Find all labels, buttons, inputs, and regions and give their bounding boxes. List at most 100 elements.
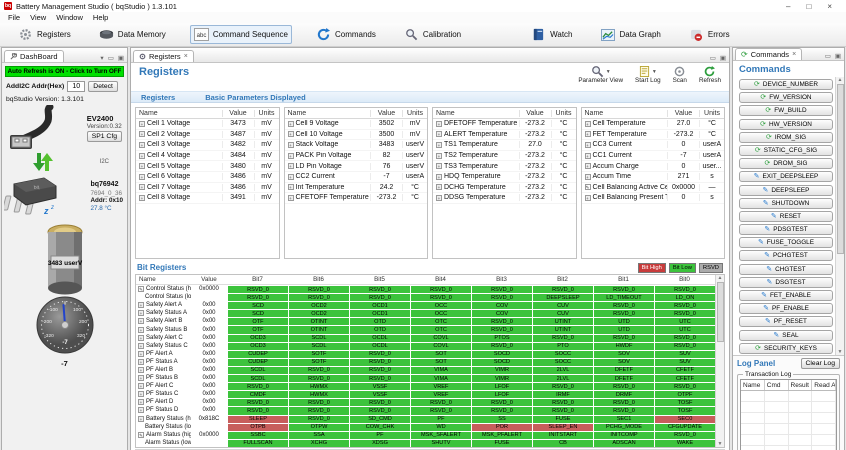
- edit-icon[interactable]: ✎: [584, 184, 591, 191]
- expand-icon[interactable]: +: [584, 163, 591, 170]
- close-button[interactable]: ×: [827, 1, 832, 11]
- register-row[interactable]: + Cell Temperature 27.0 °C: [581, 119, 724, 130]
- menu-file[interactable]: File: [8, 13, 21, 22]
- expand-icon[interactable]: +: [436, 131, 442, 138]
- register-row[interactable]: + Accum Time 271 s: [581, 172, 724, 183]
- expand-icon[interactable]: +: [436, 194, 442, 201]
- expand-icon[interactable]: +: [139, 131, 145, 138]
- toolbar-calibration[interactable]: Calibration: [400, 25, 465, 44]
- bit-register-row[interactable]: + Safety Status B 0x00 OTF OTINT OTD OTC RSVD_0…: [136, 325, 715, 334]
- expand-icon[interactable]: +: [584, 131, 591, 138]
- command-security_keys[interactable]: ⟳ SECURITY_KEYS: [739, 342, 833, 354]
- maximize-panel-icon[interactable]: ▣: [719, 55, 726, 62]
- expand-icon[interactable]: +: [138, 310, 144, 317]
- sp1-cfg-button[interactable]: SP1 Cfg: [86, 131, 122, 142]
- command-chgtest[interactable]: ✎ CHGTEST: [739, 263, 833, 275]
- expand-icon[interactable]: +: [139, 194, 145, 201]
- maximize-panel-icon[interactable]: ▣: [117, 55, 124, 62]
- expand-icon[interactable]: +: [584, 194, 591, 201]
- minimize-button[interactable]: –: [786, 1, 791, 11]
- register-row[interactable]: + LD Pin Voltage 76 userV: [284, 161, 427, 172]
- register-row[interactable]: ✎Cell Balancing Active Cells0x0000—: [581, 183, 724, 194]
- bit-register-row[interactable]: Alarm Status (low) FULLSCAN XCHG XDSG SHUTV F…: [136, 438, 715, 447]
- expand-icon[interactable]: +: [138, 407, 144, 414]
- minimize-panel-icon[interactable]: ▭: [709, 55, 716, 62]
- command-hw_version[interactable]: ⟳ HW_VERSION: [739, 118, 833, 130]
- register-row[interactable]: + TS1 Temperature 27.0 °C: [433, 140, 576, 151]
- expand-icon[interactable]: +: [287, 184, 294, 191]
- command-exit_deepsleep[interactable]: ✎ EXIT_DEEPSLEEP: [739, 171, 833, 183]
- expand-icon[interactable]: +: [138, 334, 144, 341]
- maximize-panel-icon[interactable]: ▣: [834, 53, 841, 60]
- expand-icon[interactable]: +: [138, 391, 144, 398]
- edit-icon[interactable]: ✎: [138, 431, 144, 438]
- action-start-log[interactable]: ▼ Start Log: [635, 66, 661, 85]
- register-row[interactable]: + Stack Voltage 3483 userV: [284, 140, 427, 151]
- command-pchgtest[interactable]: ✎ PCHGTEST: [739, 250, 833, 262]
- toolbar-data-graph[interactable]: Data Graph: [597, 25, 665, 44]
- register-row[interactable]: + Cell 7 Voltage 3486 mV: [136, 183, 279, 194]
- register-row[interactable]: + FET Temperature -273.2 °C: [581, 130, 724, 141]
- tab-commands[interactable]: ⟳ Commands ×: [735, 48, 803, 60]
- expand-icon[interactable]: +: [138, 415, 144, 422]
- expand-icon[interactable]: +: [139, 120, 145, 127]
- bit-register-row[interactable]: + PF Alert D 0x00 RSVD_0 RSVD_0 RSVD_0 RSVD_0 R…: [136, 398, 715, 407]
- tab-dashboard[interactable]: DashBoard: [4, 50, 64, 62]
- toolbar-watch[interactable]: Watch: [527, 25, 576, 44]
- register-row[interactable]: + Cell 10 Voltage 3500 mV: [284, 130, 427, 141]
- register-row[interactable]: + Cell 4 Voltage 3484 mV: [136, 151, 279, 162]
- register-row[interactable]: + Cell 1 Voltage 3473 mV: [136, 119, 279, 130]
- expand-icon[interactable]: +: [138, 302, 144, 309]
- expand-icon[interactable]: +: [584, 152, 591, 159]
- expand-icon[interactable]: +: [287, 131, 294, 138]
- expand-icon[interactable]: +: [139, 152, 145, 159]
- edit-icon[interactable]: ✎: [138, 286, 144, 293]
- bit-register-row[interactable]: Control Status (low)RSVD_0RSVD_0RSVD_0RS…: [136, 293, 715, 302]
- bit-register-row[interactable]: +Battery Status (high)0x818CSLEEPRSVD_0S…: [136, 414, 715, 423]
- bit-register-row[interactable]: + Safety Alert C 0x00 OCD3 SCDL OCDL COVL PTOS R…: [136, 333, 715, 342]
- register-row[interactable]: + ALERT Temperature -273.2 °C: [433, 130, 576, 141]
- expand-icon[interactable]: +: [138, 383, 144, 390]
- expand-icon[interactable]: +: [436, 141, 442, 148]
- bit-register-row[interactable]: + PF Alert C 0x00 RSVD_0 HWMX VSSF VREF LFOF RSV…: [136, 382, 715, 391]
- expand-icon[interactable]: +: [138, 318, 144, 325]
- bit-register-row[interactable]: Battery Status (low) OTPBOTPWCOW_CHKWDPOR…: [136, 422, 715, 431]
- view-menu-icon[interactable]: ▾: [100, 55, 104, 62]
- expand-icon[interactable]: +: [436, 173, 442, 180]
- command-seal[interactable]: ✎ SEAL: [739, 329, 833, 341]
- auto-refresh-banner[interactable]: Auto Refresh is ON - Click to Turn OFF: [5, 66, 124, 77]
- toolbar-command-sequence[interactable]: abc Command Sequence: [189, 25, 292, 44]
- menu-window[interactable]: Window: [56, 13, 83, 22]
- expand-icon[interactable]: +: [287, 141, 294, 148]
- command-fw_version[interactable]: ⟳ FW_VERSION: [739, 92, 833, 104]
- command-static_cfg_sig[interactable]: ⟳ STATIC_CFG_SIG: [739, 144, 833, 156]
- register-row[interactable]: + Int Temperature 24.2 °C: [284, 183, 427, 194]
- register-row[interactable]: + CC1 Current -7 userA: [581, 151, 724, 162]
- expand-icon[interactable]: +: [139, 173, 145, 180]
- menu-view[interactable]: View: [30, 13, 47, 22]
- register-row[interactable]: + DCHG Temperature -273.2 °C: [433, 183, 576, 194]
- expand-icon[interactable]: +: [138, 358, 144, 365]
- command-fw_build[interactable]: ⟳ FW_BUILD: [739, 105, 833, 117]
- command-pf_enable[interactable]: ✎ PF_ENABLE: [739, 303, 833, 315]
- command-pdsgtest[interactable]: ✎ PDSGTEST: [739, 224, 833, 236]
- command-reset[interactable]: ✎ RESET: [739, 210, 833, 222]
- register-row[interactable]: + TS3 Temperature -273.2 °C: [433, 161, 576, 172]
- menu-help[interactable]: Help: [92, 13, 109, 22]
- register-row[interactable]: + DFETOFF Temperature -273.2 °C: [433, 119, 576, 130]
- expand-icon[interactable]: +: [436, 184, 442, 191]
- bit-register-row[interactable]: ✎Control Status (high)0x0000RSVD_0RSVD_0…: [136, 285, 715, 294]
- command-pf_reset[interactable]: ✎ PF_RESET: [739, 316, 833, 328]
- commands-scrollbar[interactable]: ▲ ▼: [835, 77, 844, 355]
- minimize-panel-icon[interactable]: ▭: [824, 53, 831, 60]
- bit-register-row[interactable]: + Safety Status A 0x00 SCD OCD2 OCD1 OCC COV CUV…: [136, 309, 715, 318]
- expand-icon[interactable]: +: [584, 173, 591, 180]
- register-row[interactable]: + TS2 Temperature -273.2 °C: [433, 151, 576, 162]
- register-row[interactable]: +Cell Balancing Present Time0s: [581, 193, 724, 204]
- bit-register-row[interactable]: + PF Status D 0x00 RSVD_0 RSVD_0 RSVD_0 RSVD_0…: [136, 406, 715, 415]
- register-row[interactable]: + HDQ Temperature -273.2 °C: [433, 172, 576, 183]
- expand-icon[interactable]: +: [138, 342, 144, 349]
- expand-icon[interactable]: +: [584, 141, 591, 148]
- clear-log-button[interactable]: Clear Log: [800, 358, 840, 369]
- toolbar-commands[interactable]: Commands: [312, 25, 380, 44]
